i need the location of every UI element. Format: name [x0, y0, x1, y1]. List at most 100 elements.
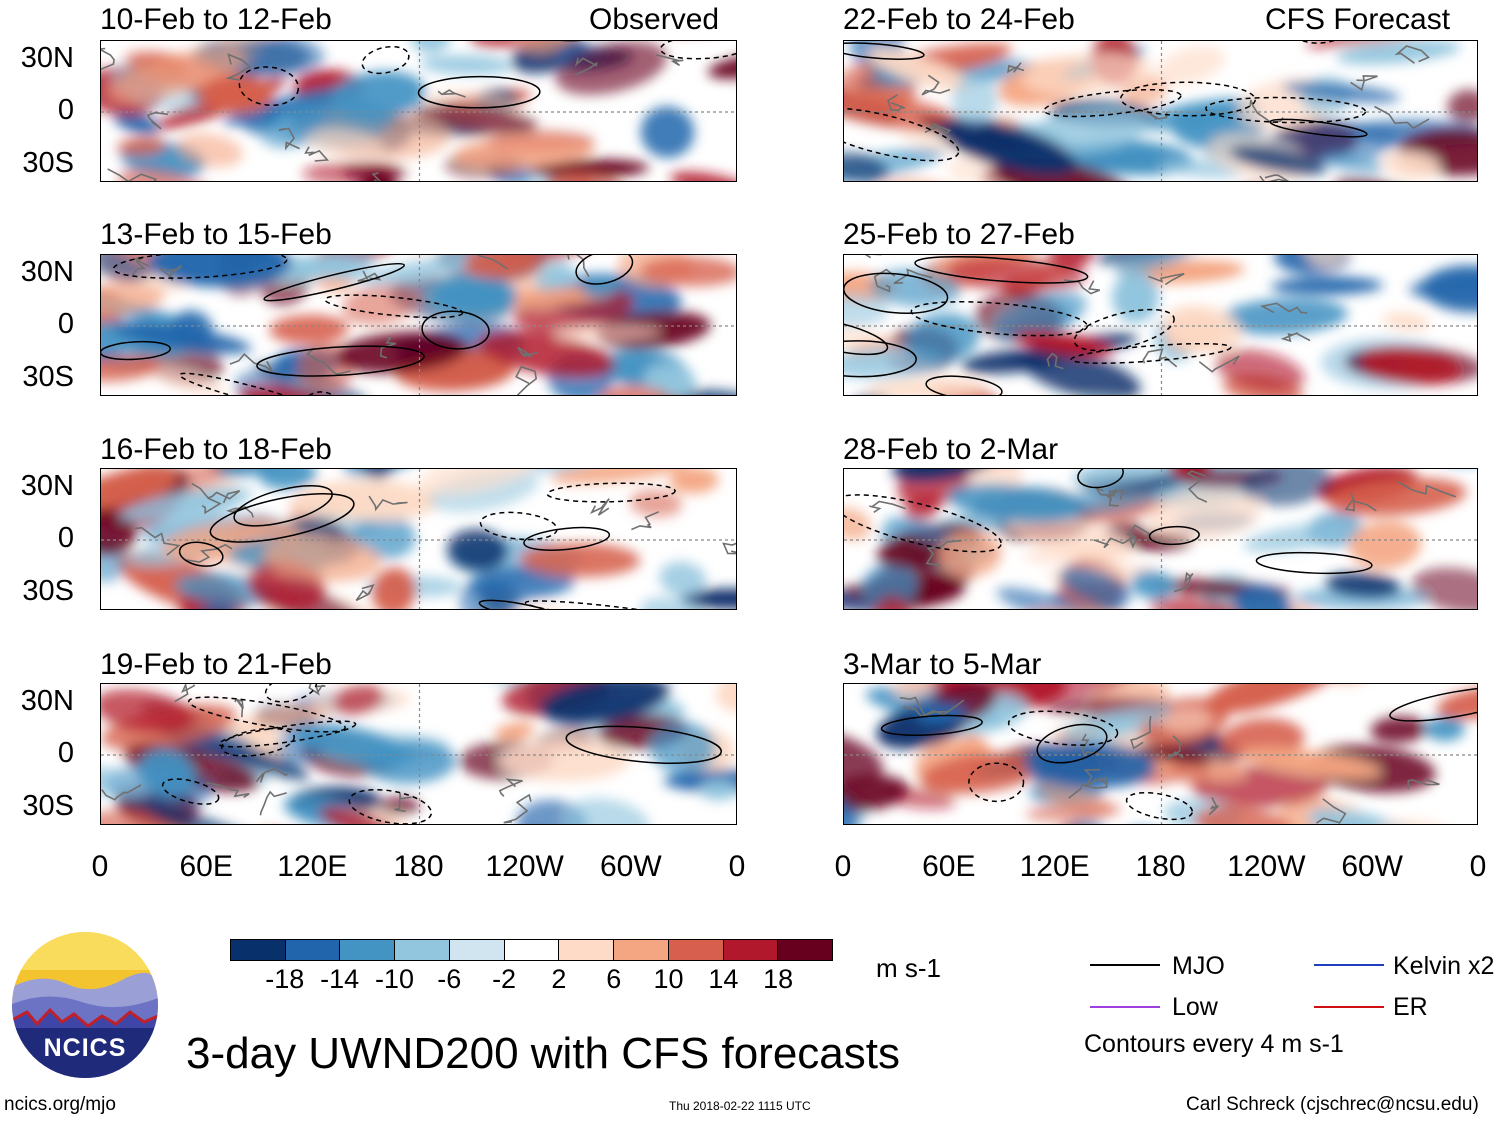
wind-anomaly-blob [1384, 151, 1440, 180]
wind-anomaly-blob [1425, 716, 1465, 742]
wind-anomaly-blob [1243, 521, 1359, 553]
mjo-legend-line [1090, 964, 1160, 966]
wind-anomaly-blob [670, 171, 736, 181]
colorbar-swatch [449, 940, 505, 960]
colorbar-label: 14 [708, 964, 739, 994]
map-panel-observed-3 [100, 468, 737, 610]
wind-anomaly-blob [715, 684, 736, 713]
wind-anomaly-blob [1026, 106, 1150, 154]
wind-anomaly-blob [1219, 298, 1348, 335]
wind-anomaly-blob [1194, 806, 1292, 824]
wind-anomaly-blob [1303, 255, 1352, 268]
y-tick-label: 30N [20, 470, 74, 502]
wind-anomaly-blob [844, 293, 890, 327]
wind-anomaly-blob [1156, 45, 1225, 86]
wind-anomaly-blob [639, 256, 736, 287]
logo-text: NCICS [43, 1034, 127, 1062]
colorbar-label: -6 [437, 964, 462, 994]
wind-anomaly-blob [176, 133, 243, 168]
wind-anomaly-blob [217, 469, 314, 478]
panel-title: 25-Feb to 27-Feb [843, 218, 1075, 251]
colorbar-swatch [231, 940, 286, 960]
wind-anomaly-blob [322, 255, 376, 282]
wind-anomaly-blob [938, 530, 1002, 578]
panel-title: 28-Feb to 2-Mar [843, 433, 1059, 466]
wind-anomaly-blob [698, 779, 736, 801]
wind-anomaly-blob [1022, 350, 1141, 395]
wind-anomaly-blob [551, 469, 691, 484]
colorbar-label: -10 [374, 964, 414, 994]
wind-anomaly-blob [101, 469, 177, 524]
cfs-forecast-label: CFS Forecast [1265, 3, 1451, 36]
wind-anomaly-blob [298, 479, 439, 521]
wind-anomaly-blob [1072, 469, 1193, 487]
panel-title: 13-Feb to 15-Feb [100, 218, 332, 251]
wind-anomaly-blob [1013, 330, 1113, 357]
er-legend-label: ER [1393, 993, 1428, 1021]
footer-url[interactable]: ncics.org/mjo [4, 1094, 116, 1115]
wind-anomaly-blob [1149, 596, 1236, 609]
wind-anomaly-blob [869, 269, 962, 308]
x-tick-label: 0 [728, 850, 746, 883]
wind-anomaly-blob [1370, 716, 1428, 743]
x-tick-label: 0 [91, 850, 109, 883]
y-tick-label: 0 [57, 94, 74, 126]
x-tick-label: 120E [1019, 850, 1090, 883]
wind-anomaly-blob [1021, 52, 1153, 96]
wind-anomaly-blob [1159, 707, 1213, 734]
footer-author: Carl Schreck (cjschrec@ncsu.edu) [1186, 1094, 1479, 1115]
kelvin-legend-line [1314, 964, 1384, 966]
wind-anomaly-blob [101, 283, 166, 314]
wind-anomaly-blob [1112, 271, 1159, 323]
map-panel-forecast-4 [843, 683, 1478, 825]
wind-anomaly-blob [1204, 684, 1341, 714]
x-tick-label: 120W [1227, 850, 1306, 883]
wind-anomaly-blob [465, 255, 542, 279]
colorbar-swatch [340, 940, 396, 960]
wind-anomaly-blob [304, 128, 384, 159]
x-tick-label: 120E [277, 850, 348, 883]
panel-title: 22-Feb to 24-Feb [843, 3, 1075, 36]
wind-anomaly-blob [1113, 255, 1199, 276]
wind-anomaly-blob [947, 483, 1079, 523]
x-tick-label: 60E [922, 850, 976, 883]
wind-anomaly-blob [420, 55, 513, 75]
wind-anomaly-blob [1131, 98, 1261, 131]
wind-anomaly-blob [101, 356, 160, 382]
colorbar-swatch [285, 940, 341, 960]
wind-anomaly-blob [138, 363, 230, 395]
wind-anomaly-blob [1436, 686, 1477, 720]
er-legend-line [1314, 1006, 1384, 1008]
wind-anomaly-blob [520, 543, 641, 578]
colorbar-swatch [559, 940, 615, 960]
contour-note: Contours every 4 m s-1 [1084, 1030, 1344, 1058]
wind-anomaly-blob [1282, 82, 1401, 103]
wind-anomaly-blob [870, 595, 911, 609]
wind-anomaly-blob [1241, 469, 1333, 506]
wind-anomaly-blob [118, 168, 223, 181]
x-tick-label: 120W [485, 850, 564, 883]
map-panel-observed-2 [100, 254, 737, 396]
wind-anomaly-blob [844, 152, 889, 181]
panel-title: 3-Mar to 5-Mar [843, 648, 1042, 681]
wind-anomaly-blob [861, 563, 918, 609]
wind-anomaly-blob [1308, 808, 1421, 824]
colorbar-label: 18 [763, 964, 794, 994]
wind-anomaly-blob [371, 567, 416, 609]
colorbar-label: -14 [320, 964, 360, 994]
wind-anomaly-blob [1059, 566, 1132, 606]
mjo-legend-label: MJO [1172, 952, 1225, 980]
wind-anomaly-blob [258, 469, 317, 490]
colorbar-swatch [504, 940, 560, 960]
wind-anomaly-blob [101, 689, 195, 735]
panel-title: 19-Feb to 21-Feb [100, 648, 332, 681]
wind-anomaly-blob [553, 324, 661, 342]
colorbar-units: m s-1 [876, 953, 941, 983]
wind-anomaly-blob [1358, 346, 1462, 385]
x-tick-label: 0 [1469, 850, 1487, 883]
wind-anomaly-blob [1322, 152, 1385, 174]
colorbar-swatch [723, 940, 779, 960]
wind-anomaly-blob [108, 46, 247, 102]
wind-anomaly-blob [342, 283, 420, 326]
map-panel-observed-1 [100, 40, 737, 182]
